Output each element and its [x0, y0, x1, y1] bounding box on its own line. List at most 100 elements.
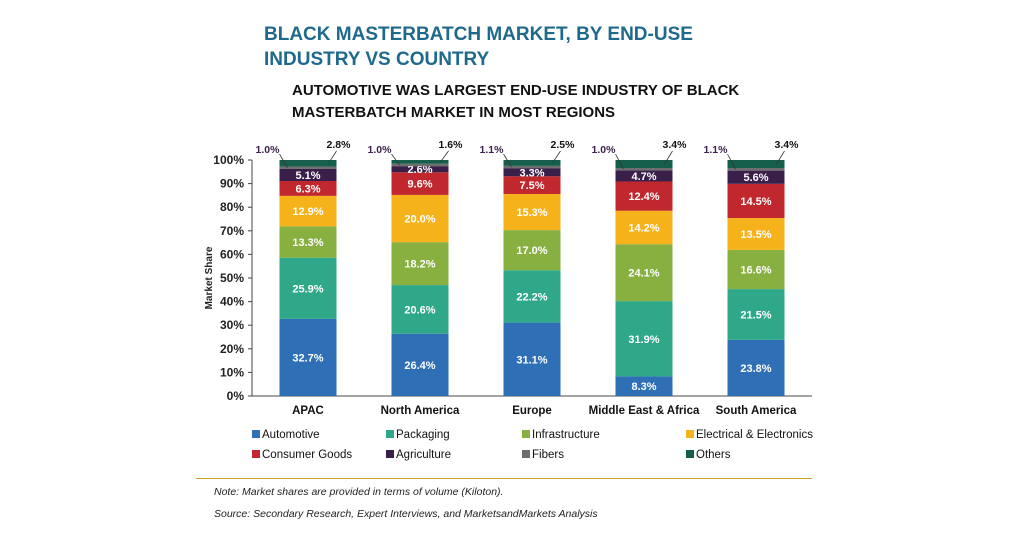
bar-segment: [727, 289, 785, 340]
legend-swatch: [686, 450, 694, 458]
fibers-leader-line: [615, 153, 624, 170]
bar-segment: [615, 244, 673, 302]
data-label: 13.3%: [292, 237, 323, 249]
bar-segment: [503, 322, 561, 396]
data-label: 32.7%: [292, 352, 323, 364]
others-leader-line: [328, 150, 337, 164]
data-label: 6.3%: [295, 183, 320, 195]
bar-segment: [279, 195, 337, 227]
data-label: 12.4%: [628, 191, 659, 203]
bar-segment: [391, 166, 449, 173]
bar-segment: [391, 242, 449, 286]
data-label: 23.8%: [740, 363, 771, 375]
bar-segment: [279, 318, 337, 396]
legend-label: Fibers: [532, 449, 564, 461]
bar-segment: [615, 170, 673, 182]
legend-swatch: [522, 430, 530, 438]
chart-subtitle: AUTOMOTIVE WAS LARGEST END-USE INDUSTRY …: [292, 82, 740, 121]
data-label: 21.5%: [740, 309, 771, 321]
bar-segment: [503, 270, 561, 323]
fibers-leader-line: [727, 153, 736, 170]
data-label: 16.6%: [740, 265, 771, 277]
y-axis-label: Market Share: [204, 246, 215, 309]
data-label: 7.5%: [519, 180, 544, 192]
data-label: 25.9%: [292, 283, 323, 295]
bar-segment: [279, 168, 337, 182]
bar-segment: [391, 163, 449, 167]
data-label: 2.6%: [407, 164, 432, 176]
bar-segment: [727, 339, 785, 396]
y-tick-label: 50%: [220, 271, 244, 285]
bar-segment: [615, 210, 673, 245]
legend-swatch: [386, 430, 394, 438]
fibers-label: 1.0%: [592, 144, 617, 156]
footnote: Note: Market shares are provided in term…: [214, 486, 504, 498]
others-leader-line: [552, 150, 561, 164]
fibers-label: 1.0%: [368, 144, 393, 156]
y-tick-label: 60%: [220, 247, 244, 261]
legend-label: Infrastructure: [532, 429, 600, 441]
x-tick-label: South America: [716, 405, 797, 417]
bar-segment: [615, 376, 673, 396]
footer-divider: [196, 478, 812, 479]
bar-segment: [727, 160, 785, 169]
data-label: 31.9%: [628, 334, 659, 346]
chart-title: BLACK MASTERBATCH MARKET, BY END-USE IND…: [264, 24, 693, 70]
data-label: 5.1%: [295, 170, 320, 182]
legend-swatch: [386, 450, 394, 458]
others-leader-line: [664, 150, 673, 165]
bar-segment: [391, 285, 449, 334]
y-tick-label: 90%: [220, 177, 244, 191]
legend-label: Packaging: [396, 429, 450, 441]
bar-segment: [615, 160, 673, 169]
others-leader-line: [776, 150, 785, 165]
legend-label: Others: [696, 449, 731, 461]
others-label: 3.4%: [663, 139, 688, 151]
y-tick-label: 20%: [220, 342, 244, 356]
bar-segment: [503, 160, 561, 166]
legend-label: Electrical & Electronics: [696, 429, 813, 441]
bar-segment: [727, 168, 785, 171]
legend-label: Consumer Goods: [262, 449, 352, 461]
fibers-leader-line: [279, 153, 288, 168]
data-label: 3.3%: [519, 167, 544, 179]
data-label: 20.0%: [404, 214, 435, 226]
bar-segment: [391, 333, 449, 396]
x-tick-label: Europe: [512, 405, 552, 417]
bar-segment: [727, 249, 785, 290]
data-label: 8.3%: [631, 381, 656, 393]
others-label: 2.5%: [551, 139, 576, 151]
bar-segment: [615, 301, 673, 377]
data-label: 17.0%: [516, 245, 547, 257]
bar-segment: [615, 168, 673, 171]
bar-segment: [279, 160, 337, 167]
bar-segment: [503, 176, 561, 194]
x-tick-label: North America: [381, 405, 460, 417]
data-label: 18.2%: [404, 259, 435, 271]
data-label: 26.4%: [404, 360, 435, 372]
fibers-leader-line: [503, 153, 512, 168]
bar-segment: [503, 230, 561, 271]
data-label: 22.2%: [516, 291, 547, 303]
y-tick-label: 40%: [220, 295, 244, 309]
data-label: 31.1%: [516, 354, 547, 366]
legend-swatch: [252, 450, 260, 458]
y-tick-label: 10%: [220, 365, 244, 379]
data-label: 24.1%: [628, 268, 659, 280]
y-tick-label: 80%: [220, 200, 244, 214]
data-label: 14.5%: [740, 196, 771, 208]
legend-swatch: [252, 430, 260, 438]
fibers-label: 1.1%: [480, 144, 505, 156]
bar-segment: [727, 183, 785, 219]
legend-swatch: [686, 430, 694, 438]
bar-segment: [727, 170, 785, 184]
bar-segment: [727, 218, 785, 250]
data-label: 12.9%: [292, 206, 323, 218]
bar-segment: [503, 168, 561, 177]
data-label: 13.5%: [740, 229, 771, 241]
others-leader-line: [440, 150, 449, 163]
y-tick-label: 0%: [227, 389, 245, 403]
y-tick-label: 70%: [220, 224, 244, 238]
fibers-leader-line: [391, 153, 400, 166]
